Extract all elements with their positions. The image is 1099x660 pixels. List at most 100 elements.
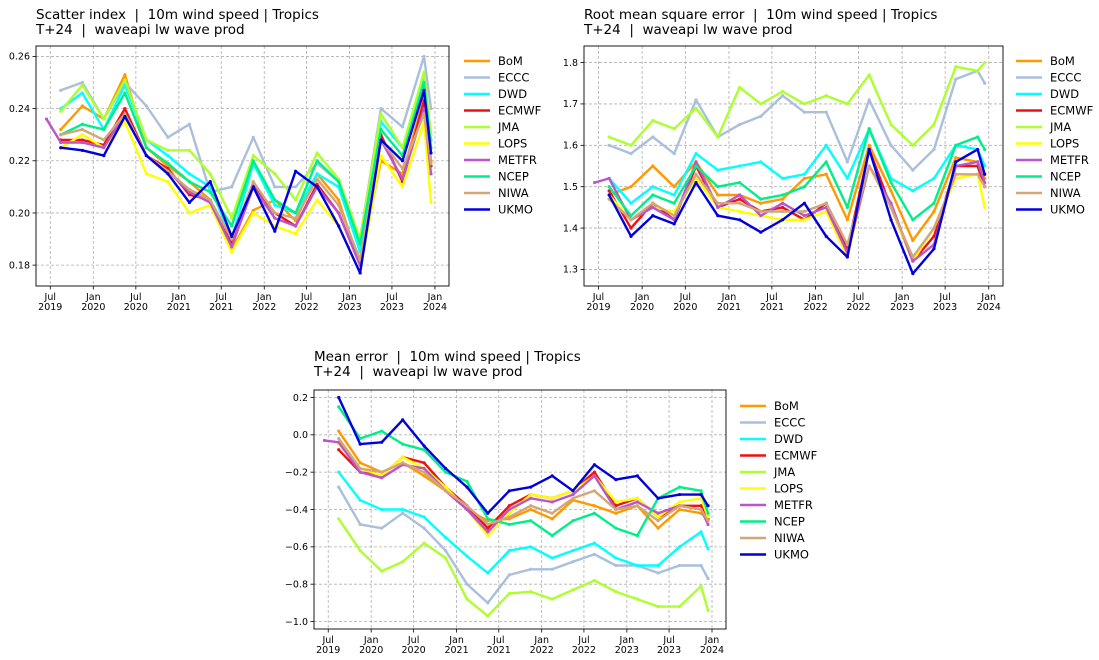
data-point-dwd <box>358 498 362 502</box>
data-point-eccc <box>780 94 785 98</box>
data-point-ukmo <box>824 234 828 238</box>
scatter-index-chart: 0.180.200.220.240.26Jul2019Jan2020Jul202… <box>9 45 541 313</box>
data-point-jma <box>422 541 426 545</box>
x-tick-label: Jan <box>619 635 635 646</box>
data-point-dwd <box>401 507 405 512</box>
x-tick-label: Jan <box>980 292 996 303</box>
data-point-eccc <box>443 548 448 553</box>
x-tick-label: Jul <box>214 292 226 303</box>
data-point-metfr <box>400 177 405 181</box>
x-tick-label: Jan <box>427 292 443 303</box>
data-point-eccc <box>738 123 742 127</box>
data-point-jma <box>443 556 448 560</box>
data-point-ncep <box>706 511 710 515</box>
data-point-niwa <box>656 519 660 523</box>
legend-label: METFR <box>498 153 537 167</box>
data-point-jma <box>911 143 915 147</box>
data-point-jma <box>571 588 575 592</box>
x-tick-label: Jul <box>44 292 56 303</box>
data-point-jma <box>656 604 660 609</box>
data-point-ukmo <box>845 255 849 259</box>
data-point-bom <box>651 164 655 168</box>
data-point-metfr <box>651 205 655 209</box>
data-point-ukmo <box>656 496 660 500</box>
x-tick-label: Jan <box>807 292 823 303</box>
data-point-niwa <box>486 522 490 527</box>
data-point-ukmo <box>166 172 170 176</box>
data-point-ncep <box>699 489 703 493</box>
data-point-ncep <box>401 442 405 446</box>
data-point-bom <box>889 189 893 193</box>
data-point-niwa <box>571 496 575 500</box>
series-line-eccc <box>337 486 710 605</box>
data-point-metfr <box>465 507 469 512</box>
data-point-eccc <box>166 135 170 139</box>
data-point-eccc <box>273 185 277 189</box>
data-point-metfr <box>230 245 234 249</box>
data-point-ncep <box>954 143 958 147</box>
data-point-niwa <box>889 205 893 209</box>
x-tick-label: Jul <box>385 292 397 303</box>
x-tick-label: Jul <box>592 292 604 303</box>
x-tick-label: 2022 <box>294 302 318 313</box>
data-point-ecmwf <box>607 189 611 193</box>
data-point-metfr <box>911 259 915 263</box>
x-tick-label: 2023 <box>615 645 639 656</box>
x-tick-label: Jul <box>129 292 141 303</box>
data-point-ukmo <box>507 489 511 493</box>
data-point-ncep <box>315 159 319 163</box>
data-point-ncep <box>677 485 682 489</box>
data-point-niwa <box>845 243 849 247</box>
data-point-ukmo <box>465 485 469 489</box>
data-point-dwd <box>507 548 511 553</box>
data-point-jma <box>337 517 341 521</box>
panel-mean-error: Mean error | 10m wind speed | Tropics T+… <box>278 340 838 660</box>
x-tick-label: 2021 <box>487 645 511 656</box>
x-tick-label: Jan <box>533 635 549 646</box>
data-point-jma <box>780 89 785 94</box>
data-point-ukmo <box>780 218 785 222</box>
x-tick-label: 2021 <box>209 302 233 313</box>
data-point-jma <box>230 216 234 220</box>
data-point-ncep <box>629 214 633 218</box>
data-point-jma <box>845 102 849 106</box>
data-point-ncep <box>507 522 511 527</box>
data-point-eccc <box>677 563 682 568</box>
x-tick-label: 2023 <box>380 302 404 313</box>
x-tick-label: 2023 <box>933 302 957 313</box>
data-point-ncep <box>337 405 341 409</box>
data-point-jma <box>80 83 84 87</box>
data-point-ukmo <box>251 185 255 189</box>
data-point-jma <box>59 109 63 113</box>
legend: BoM ECCC DWD ECMWF JMA LOPS METFR NCEP NIWA UKMO <box>1016 54 1093 217</box>
legend: BoM ECCC DWD ECMWF JMA LOPS METFR NCEP NIWA UKMO <box>464 54 541 217</box>
axes-frame <box>583 45 1004 287</box>
data-point-eccc <box>507 573 511 577</box>
data-point-niwa <box>672 214 676 218</box>
data-point-ukmo <box>976 147 980 152</box>
data-point-niwa <box>932 226 936 230</box>
legend-label: BoM <box>1050 54 1075 68</box>
data-point-lops <box>550 496 554 500</box>
data-point-jma <box>867 73 871 77</box>
data-point-ukmo <box>123 114 127 119</box>
y-tick-label: 1.6 <box>563 141 578 152</box>
data-point-ncep <box>976 135 980 139</box>
data-point-bom <box>802 176 807 181</box>
legend-label: BoM <box>498 54 523 68</box>
data-point-ncep <box>208 190 212 194</box>
data-point-bom <box>932 209 936 214</box>
data-point-dwd <box>738 164 742 168</box>
data-point-niwa <box>59 133 63 137</box>
data-point-ukmo <box>102 153 106 158</box>
data-point-jma <box>677 604 682 609</box>
data-point-ncep <box>932 201 936 205</box>
legend-label: ECCC <box>774 416 805 430</box>
data-point-dwd <box>629 201 633 205</box>
data-point-ncep <box>486 517 490 521</box>
data-point-lops <box>400 185 405 189</box>
panel-scatter-index: Scatter index | 10m wind speed | Tropics… <box>0 0 550 320</box>
data-point-eccc <box>592 552 597 556</box>
data-point-lops <box>529 492 533 497</box>
data-point-jma <box>123 78 127 82</box>
